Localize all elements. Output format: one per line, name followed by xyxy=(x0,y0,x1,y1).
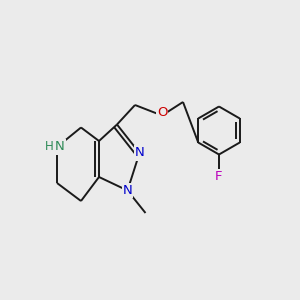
Text: N: N xyxy=(135,146,144,160)
Text: H: H xyxy=(45,140,54,154)
Text: N: N xyxy=(55,140,65,154)
Text: N: N xyxy=(123,184,132,197)
Text: O: O xyxy=(157,106,167,119)
Text: F: F xyxy=(215,170,223,183)
